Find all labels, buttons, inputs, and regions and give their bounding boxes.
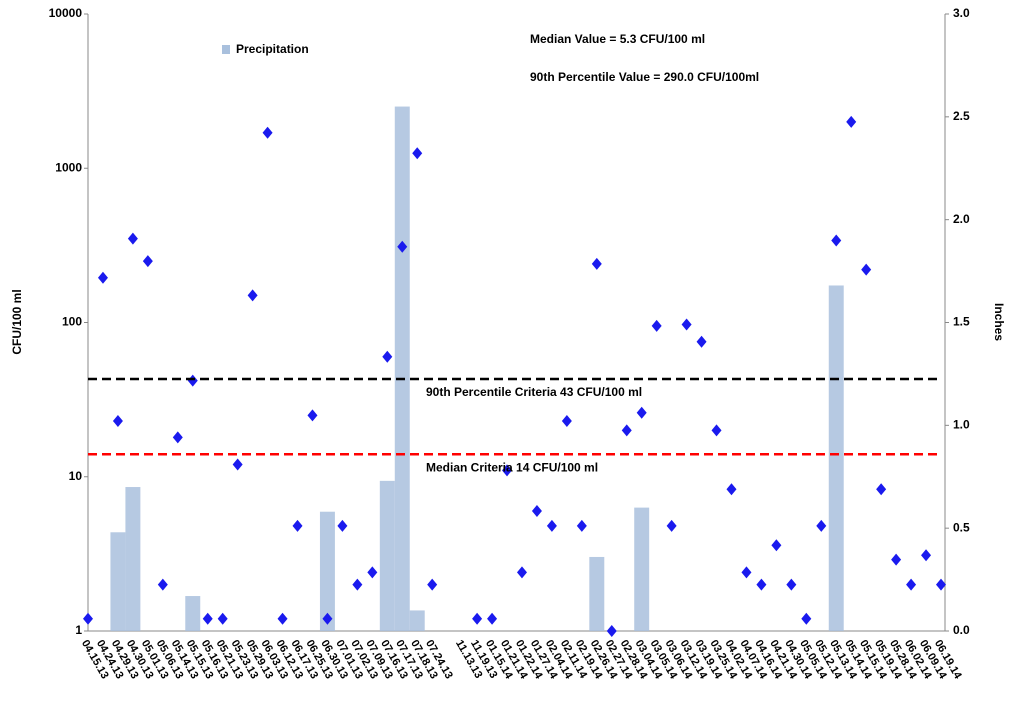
data-point [711, 424, 722, 437]
precipitation-bar [828, 285, 844, 631]
data-point [202, 612, 213, 625]
data-point [247, 289, 258, 302]
data-point [786, 578, 797, 591]
data-point [97, 271, 108, 284]
data-point [726, 483, 737, 496]
precipitation-bar [589, 556, 605, 631]
data-point [936, 578, 946, 591]
data-point [83, 612, 93, 625]
data-point [891, 553, 902, 566]
precipitation-bar [110, 532, 126, 631]
precipitation-bar [409, 610, 425, 631]
data-point [621, 424, 632, 437]
data-point [576, 519, 587, 532]
data-point [816, 519, 827, 532]
data-point [352, 578, 363, 591]
data-point [531, 504, 542, 517]
data-point [337, 519, 348, 532]
data-point [696, 335, 707, 348]
y-tick-label: 10000 [49, 6, 83, 20]
data-point [322, 612, 333, 625]
data-point [801, 612, 812, 625]
data-point [277, 612, 288, 625]
data-point [112, 414, 123, 427]
data-point [516, 566, 527, 579]
precipitation-bar [379, 480, 395, 631]
data-point [427, 578, 438, 591]
data-point [217, 612, 228, 625]
data-point [382, 350, 393, 363]
data-point [921, 549, 932, 562]
data-point [561, 414, 572, 427]
data-point [861, 263, 872, 276]
data-point [232, 458, 243, 471]
data-point [142, 255, 153, 268]
y-tick-label: 1 [75, 623, 82, 637]
y-tick-label: 10 [69, 469, 83, 483]
data-point [472, 612, 483, 625]
y2-tick-label: 2.0 [953, 212, 970, 226]
legend-label: Precipitation [236, 42, 309, 56]
data-point [741, 566, 752, 579]
data-point [636, 406, 647, 419]
data-point [681, 318, 692, 331]
precipitation-bar [394, 106, 410, 632]
y2-tick-label: 2.5 [953, 109, 970, 123]
data-point [292, 519, 303, 532]
data-point [846, 115, 857, 128]
data-point [307, 409, 318, 422]
data-point [262, 126, 273, 139]
precipitation-bar [634, 507, 650, 631]
data-point [187, 374, 198, 387]
data-point [666, 519, 677, 532]
legend-swatch [222, 45, 230, 54]
data-point [367, 566, 378, 579]
data-point [397, 240, 408, 253]
y2-axis-label: Inches [992, 303, 1006, 341]
reference-label: Median Criteria 14 CFU/100 ml [426, 460, 598, 474]
precipitation-bar [185, 596, 201, 631]
data-point [172, 431, 183, 444]
data-point [771, 539, 782, 552]
y-tick-label: 1000 [55, 160, 82, 174]
data-point [876, 483, 887, 496]
annotation: 90th Percentile Value = 290.0 CFU/100ml [530, 70, 759, 84]
y2-tick-label: 1.0 [953, 418, 970, 432]
reference-label: 90th Percentile Criteria 43 CFU/100 ml [426, 385, 642, 399]
y2-tick-label: 1.5 [953, 315, 970, 329]
y-tick-label: 100 [62, 315, 82, 329]
precipitation-bar [125, 487, 141, 631]
data-point [591, 257, 602, 270]
data-point [756, 578, 767, 591]
annotation: Median Value = 5.3 CFU/100 ml [530, 32, 705, 46]
data-point [502, 464, 513, 477]
data-point [127, 232, 138, 245]
data-point [546, 519, 557, 532]
y2-tick-label: 3.0 [953, 6, 970, 20]
y2-tick-label: 0.5 [953, 520, 970, 534]
data-point [831, 234, 842, 247]
data-point [906, 578, 917, 591]
data-point [412, 147, 423, 160]
y-axis-label: CFU/100 ml [10, 289, 24, 354]
y2-tick-label: 0.0 [953, 623, 970, 637]
data-point [606, 625, 617, 637]
data-point [651, 319, 662, 332]
precipitation-bar [319, 511, 335, 631]
data-point [157, 578, 168, 591]
data-point [487, 612, 498, 625]
